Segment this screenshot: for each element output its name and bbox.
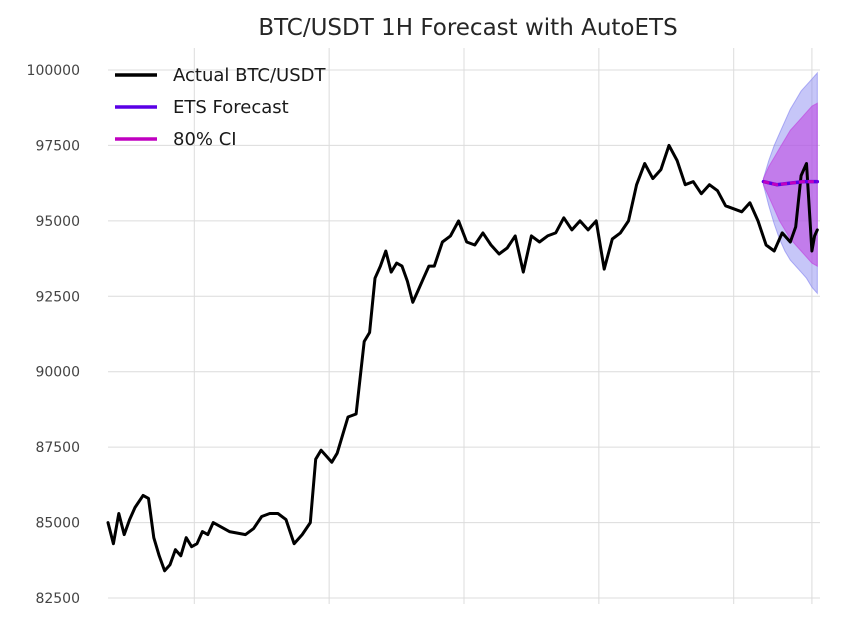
ci-median-line xyxy=(763,180,818,187)
legend-label: Actual BTC/USDT xyxy=(173,65,326,86)
y-tick-label: 92500 xyxy=(35,289,80,305)
y-tick-label: 95000 xyxy=(35,214,80,230)
series-lines xyxy=(106,143,820,573)
grid-layer xyxy=(108,48,820,604)
actual-series-line xyxy=(106,143,819,573)
y-tick-label: 100000 xyxy=(27,63,80,79)
y-tick-label: 97500 xyxy=(35,138,80,154)
legend: Actual BTC/USDT ETS Forecast 80% CI xyxy=(115,65,326,150)
chart-title: BTC/USDT 1H Forecast with AutoETS xyxy=(258,15,677,41)
legend-label: ETS Forecast xyxy=(173,97,289,118)
y-tick-label: 87500 xyxy=(35,440,80,456)
y-tick-label: 82500 xyxy=(35,591,80,607)
y-tick-label: 90000 xyxy=(35,365,80,381)
legend-label: 80% CI xyxy=(173,129,237,150)
y-axis-ticks: 82500 85000 87500 90000 92500 95000 97500 10000… xyxy=(27,63,80,607)
y-tick-label: 85000 xyxy=(35,516,80,532)
